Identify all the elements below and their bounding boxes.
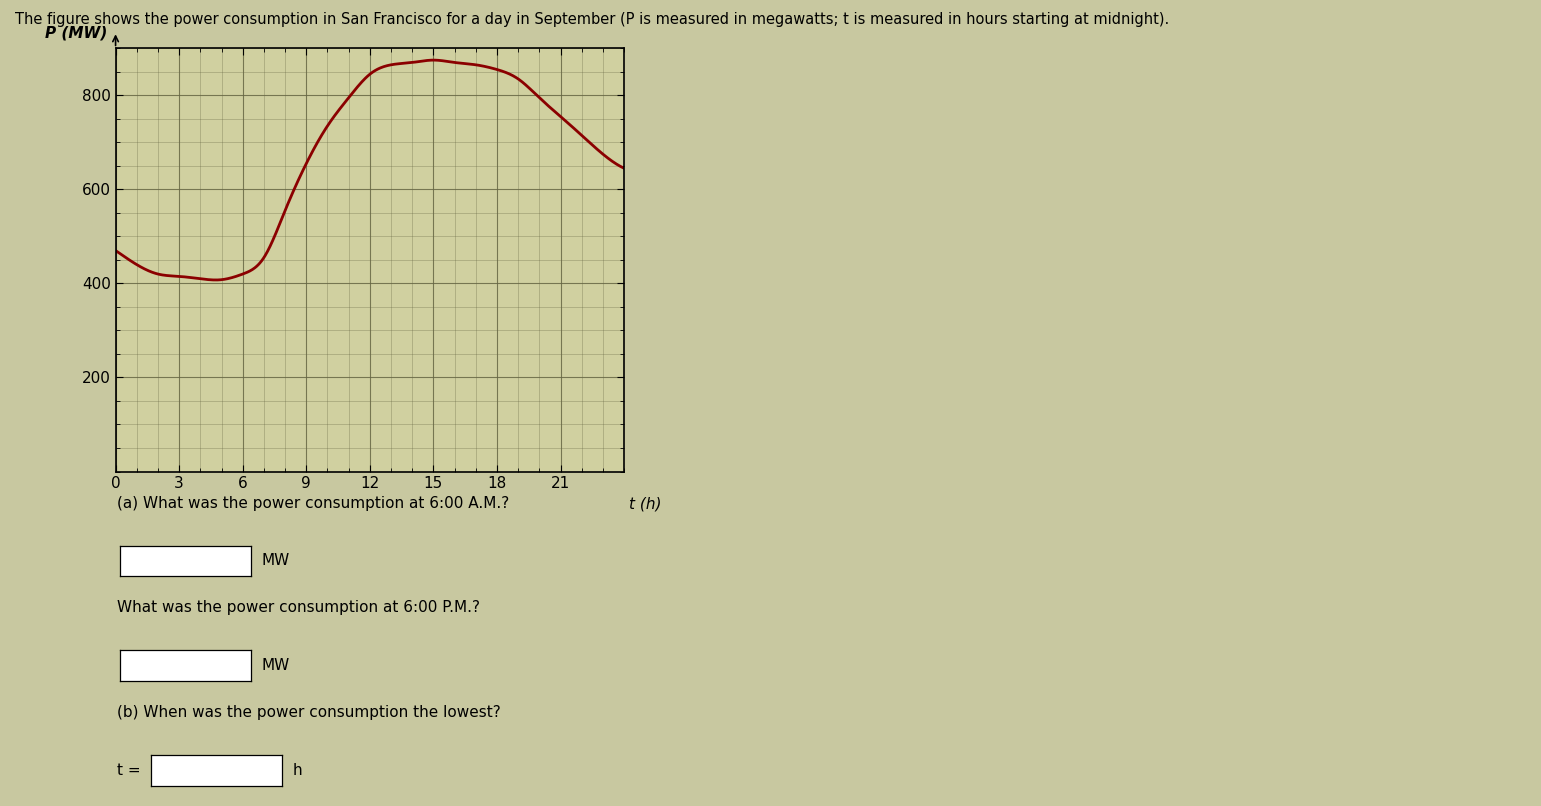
- Text: t (h): t (h): [629, 496, 661, 512]
- Text: (a) What was the power consumption at 6:00 A.M.?: (a) What was the power consumption at 6:…: [117, 496, 510, 511]
- Text: What was the power consumption at 6:00 P.M.?: What was the power consumption at 6:00 P…: [117, 600, 481, 616]
- Text: MW: MW: [262, 554, 290, 568]
- Text: MW: MW: [262, 659, 290, 673]
- Text: The figure shows the power consumption in San Francisco for a day in September (: The figure shows the power consumption i…: [15, 12, 1170, 27]
- Text: t =: t =: [117, 763, 145, 778]
- Text: h: h: [293, 763, 302, 778]
- Text: (b) When was the power consumption the lowest?: (b) When was the power consumption the l…: [117, 705, 501, 721]
- Text: P (MW): P (MW): [46, 25, 108, 40]
